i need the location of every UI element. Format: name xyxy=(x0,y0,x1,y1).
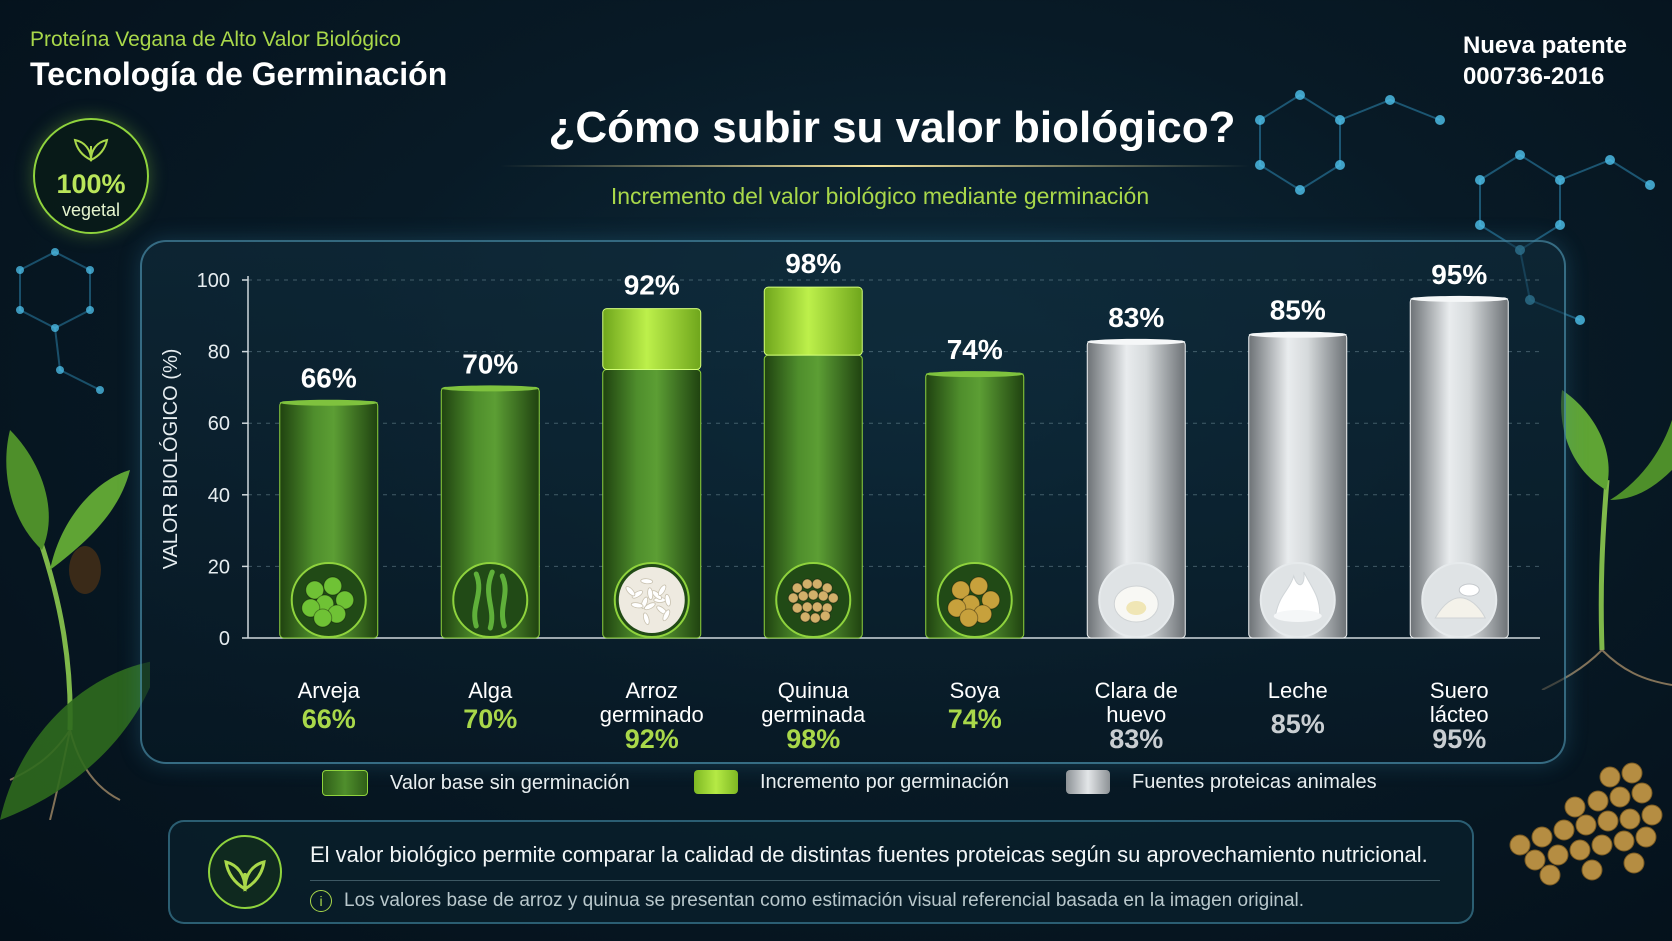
bar-top-label: 98% xyxy=(785,248,841,279)
legend-swatch-base xyxy=(322,770,368,796)
category-label: Quinua xyxy=(778,678,850,703)
info-note: i Los valores base de arroz y quinua se … xyxy=(310,890,1304,912)
quinoa-icon xyxy=(775,562,852,638)
molecule-left-decoration-icon xyxy=(16,248,104,394)
category-label: huevo xyxy=(1106,702,1166,727)
bar-base-cap xyxy=(441,385,540,392)
badge-label: vegetal xyxy=(61,200,121,220)
sprout-icon xyxy=(224,859,266,892)
category-label: germinado xyxy=(600,702,704,727)
category-label: Suero xyxy=(1430,678,1489,703)
info-sprout-badge xyxy=(208,835,282,909)
bar-base-cap xyxy=(279,399,378,406)
soybeans-pile-decoration-icon xyxy=(1509,762,1663,886)
category-value-label: 95% xyxy=(1432,724,1486,754)
info-note-text: Los valores base de arroz y quinua se pr… xyxy=(344,890,1305,911)
category-value-label: 92% xyxy=(625,724,679,754)
category-value-label: 74% xyxy=(948,704,1002,734)
y-tick-label: 80 xyxy=(208,342,230,364)
legend-swatch-increment xyxy=(694,770,738,794)
y-tick-label: 100 xyxy=(197,270,230,292)
legend-item-increment: Incremento por germinación xyxy=(694,770,1009,794)
legend-item-base: Valor base sin germinación xyxy=(322,770,630,796)
category-value-label: 66% xyxy=(302,704,356,734)
bar-increment xyxy=(763,286,863,356)
milk-splash-icon xyxy=(1259,562,1336,638)
category-label: Leche xyxy=(1268,678,1328,703)
sprout-right-decoration-icon xyxy=(1541,390,1672,690)
legend-swatch-animal xyxy=(1066,770,1110,794)
y-tick-label: 0 xyxy=(219,628,230,650)
info-text: El valor biológico permite comparar la c… xyxy=(310,842,1428,867)
legend-label-animal: Fuentes proteicas animales xyxy=(1132,770,1377,793)
patent-line-2: 000736-2016 xyxy=(1462,63,1605,90)
y-tick-label: 20 xyxy=(208,556,230,578)
category-value-label: 83% xyxy=(1109,724,1163,754)
legend-item-animal: Fuentes proteicas animales xyxy=(1066,770,1377,794)
leaf-icon xyxy=(73,138,109,162)
seaweed-icon xyxy=(452,562,529,638)
y-tick-label: 60 xyxy=(208,413,230,435)
category-value-label: 98% xyxy=(786,724,840,754)
badge-percent: 100% xyxy=(56,169,126,199)
soybean-icon xyxy=(936,562,1013,638)
category-label: Clara de xyxy=(1095,678,1178,703)
bar-top-label: 95% xyxy=(1431,259,1487,290)
category-value-label: 85% xyxy=(1271,709,1325,739)
peas-icon xyxy=(290,562,367,638)
legend-label-base: Valor base sin germinación xyxy=(390,771,630,794)
category-label: lácteo xyxy=(1430,702,1489,727)
header-subtitle: Proteína Vegana de Alto Valor Biológico xyxy=(30,28,401,51)
bar-top-label: 74% xyxy=(947,334,1003,365)
whey-powder-icon xyxy=(1421,562,1498,638)
category-label: Arroz xyxy=(625,678,678,703)
category-label: Arveja xyxy=(298,678,361,703)
bar-top-label: 66% xyxy=(301,363,357,394)
category-label: Soya xyxy=(950,678,1001,703)
patent-line-1: Nueva patente xyxy=(1462,32,1627,59)
bar-top-label: 85% xyxy=(1270,295,1326,326)
header-title: Tecnología de Germinación xyxy=(30,56,448,92)
bar-increment xyxy=(602,308,702,371)
bar-top-label: 70% xyxy=(462,348,518,379)
info-box: El valor biológico permite comparar la c… xyxy=(168,820,1474,924)
vegetal-badge: 100% vegetal xyxy=(33,118,149,234)
main-title: ¿Cómo subir su valor biológico? xyxy=(548,103,1236,152)
y-axis-label: VALOR BIOLÓGICO (%) xyxy=(159,349,182,570)
bar-top-label: 83% xyxy=(1108,302,1164,333)
bar-animal-cap xyxy=(1410,295,1509,302)
category-label: germinada xyxy=(761,702,866,727)
bar-base-cap xyxy=(925,371,1024,378)
info-icon: i xyxy=(310,890,332,912)
category-value-label: 70% xyxy=(463,704,517,734)
chart-legend: Valor base sin germinación Incremento po… xyxy=(322,770,1422,800)
bar-animal-cap xyxy=(1087,338,1186,345)
category-label: Alga xyxy=(468,678,513,703)
bar-top-label: 92% xyxy=(624,270,680,301)
rice-icon xyxy=(613,562,690,638)
y-tick-label: 40 xyxy=(208,485,230,507)
patent-info: Nueva patente 000736-2016 xyxy=(1463,30,1627,92)
sprout-left-decoration-icon xyxy=(0,430,150,820)
title-underline xyxy=(500,165,1250,167)
egg-white-icon xyxy=(1098,562,1175,638)
legend-label-increment: Incremento por germinación xyxy=(760,770,1010,793)
main-subtitle: Incremento del valor biológico mediante … xyxy=(610,183,1150,209)
bar-animal-cap xyxy=(1248,331,1347,338)
info-separator xyxy=(310,880,1440,881)
